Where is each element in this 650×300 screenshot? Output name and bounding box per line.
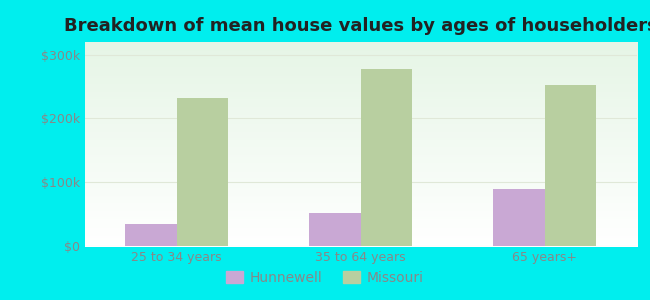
Bar <box>361 69 412 246</box>
Bar <box>493 189 545 246</box>
Bar <box>309 213 361 246</box>
Legend: Hunnewell, Missouri: Hunnewell, Missouri <box>220 265 430 290</box>
Bar <box>125 224 177 246</box>
Bar <box>545 85 597 246</box>
Title: Breakdown of mean house values by ages of householders: Breakdown of mean house values by ages o… <box>64 17 650 35</box>
Bar <box>177 98 228 246</box>
